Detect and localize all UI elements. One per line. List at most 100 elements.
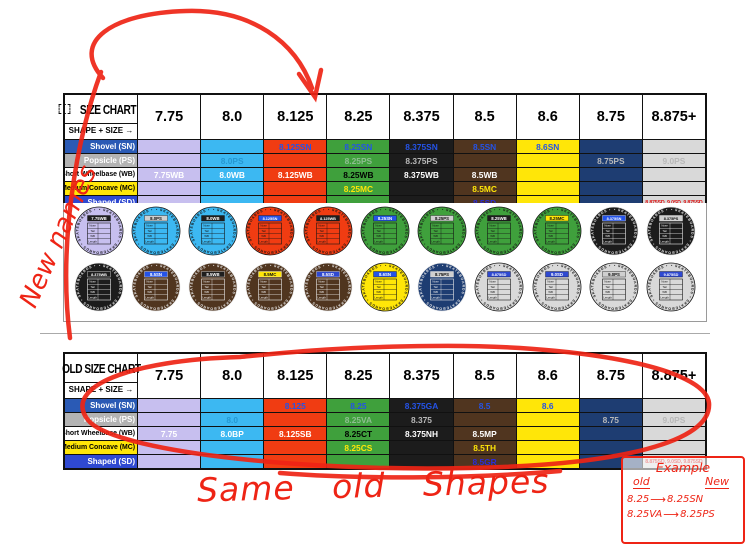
chart-title: OLD SIZE CHART [62,354,141,383]
size-cell [263,182,327,195]
size-cell: 8.125SN [263,140,327,153]
size-cell: 8.5WB [452,168,516,181]
shape-row-ps: Popsicle (PS) 8.0 8.25VA 8.375 8.75 9.0PS [65,412,705,426]
shape-size-label: SHAPE + SIZE → [68,126,134,135]
svg-text:WB: WB [319,290,324,294]
row-label: Short Wheelbase (WB) [65,427,138,440]
deck-badge-8.75PS: • SKATEBOARDS • SKATEBOARDS • SKATEBOARD… [417,262,467,312]
size-cell [641,182,705,195]
svg-text:WB: WB [548,234,553,238]
shape-row-sn: Shovel (SN) 8.125SN 8.25SN 8.375SN 8.5SN 8.6S… [65,139,705,153]
badge-row-2: • SKATEBOARDS • SKATEBOARDS • SKATEBOARD… [64,259,706,315]
badge-row-1: • SKATEBOARDS • SKATEBOARDS • SKATEBOARD… [64,203,706,259]
svg-text:WB: WB [605,290,610,294]
size-cell [389,441,453,454]
size-cell [641,441,705,454]
svg-text:Length: Length [260,295,269,299]
size-cell [515,427,579,440]
svg-text:WB: WB [319,234,324,238]
row-label: Medium Concave (MC) [65,441,138,454]
size-column-header: 8.6 [515,354,579,398]
svg-text:9.0SD: 9.0SD [551,272,563,277]
deck-badge-8.5WB: • SKATEBOARDS • SKATEBOARDS • SKATEBOARD… [188,262,238,312]
shape-row-wb: Short Wheelbase (WB) 7.75WB 8.0WB 8.125WB 8.… [65,167,705,181]
svg-text:8.875SD: 8.875SD [492,273,507,277]
size-cell: 8.125 [263,399,327,412]
row-label: Shovel (SN) [65,140,138,153]
board-icon [58,104,71,114]
svg-text:WB: WB [491,234,496,238]
size-cell [263,413,327,426]
size-column-header: 7.75 [154,368,184,384]
note-title: Example [655,460,711,475]
svg-text:Nose: Nose [604,280,611,284]
svg-text:Tail: Tail [491,229,496,233]
svg-text:Tail: Tail [376,229,381,233]
svg-text:Length: Length [546,295,555,299]
svg-text:9.875SD: 9.875SD [664,273,679,277]
svg-text:WB: WB [548,290,553,294]
size-cell: 8.25PS [326,154,390,167]
size-cell: 8.25CT [326,427,390,440]
svg-text:Length: Length [603,295,612,299]
svg-text:Tail: Tail [376,285,381,289]
svg-text:Tail: Tail [319,285,324,289]
size-cell [138,441,201,454]
shape-row-mc: Medium Concave (MC) 8.25CS 8.5TH [65,440,705,454]
svg-text:WB: WB [90,234,95,238]
size-cell [138,182,201,195]
deck-badge-8.375WB: • SKATEBOARDS • SKATEBOARDS • SKATEBOARD… [74,262,124,312]
svg-text:Length: Length [88,295,97,299]
size-cell: 9.0PS [641,413,705,426]
size-cell [138,154,201,167]
size-cell [200,455,264,468]
svg-text:WB: WB [376,234,381,238]
size-cell [515,168,579,181]
label-column: SIZE CHART SHAPE + SIZE → [58,95,138,139]
deck-badge-8.5MC: • SKATEBOARDS • SKATEBOARDS • SKATEBOARD… [245,262,295,312]
svg-text:WB: WB [147,290,152,294]
row-label: Shaped (SD) [65,455,138,468]
svg-text:WB: WB [434,234,439,238]
chart-title: SIZE CHART [58,95,137,124]
size-cell: 8.5MC [452,182,516,195]
svg-text:Nose: Nose [604,224,611,228]
size-cell [641,168,705,181]
size-cell [578,441,642,454]
svg-text:Length: Length [432,295,441,299]
note-old-name: 8.25VA [627,509,663,520]
row-label: Popsicle (PS) [65,413,138,426]
note-mapping-row: 8.25 ⟶ 8.25SN [627,493,739,506]
svg-text:8.25MC: 8.25MC [549,216,564,221]
size-cell: 8.125SB [263,427,327,440]
svg-text:9.0PS: 9.0PS [608,272,620,277]
size-cell [138,399,201,412]
note-old-name: 8.25 [627,493,650,505]
size-column-header: 8.125 [263,95,326,139]
svg-text:WB: WB [663,234,668,238]
size-cell: 8.6SN [515,140,579,153]
size-cell: 7.75 [138,427,201,440]
size-column-header: 8.375 [389,95,452,139]
deck-badge-8.25SN: • SKATEBOARDS • SKATEBOARDS • SKATEBOARD… [360,206,410,256]
size-cell [515,441,579,454]
deck-badge-8.125WB: • SKATEBOARDS • SKATEBOARDS • SKATEBOARD… [303,206,353,256]
svg-text:8.25PS: 8.25PS [435,216,449,221]
svg-text:8.6SN: 8.6SN [379,272,391,277]
size-column-header: 8.75 [578,354,642,398]
size-cell [578,182,642,195]
size-column-header: 8.0 [200,95,263,139]
arrow-glyph: ⟶ [663,508,680,521]
arrow-glyph: ⟶ [650,492,667,506]
svg-text:Length: Length [661,295,670,299]
size-cell [389,182,453,195]
size-column-header: 8.875+ [641,354,705,398]
svg-text:Tail: Tail [147,285,152,289]
deck-badge-9.0PS: • SKATEBOARDS • SKATEBOARDS • SKATEBOARD… [589,262,639,312]
svg-text:Length: Length [489,295,498,299]
svg-text:Length: Length [145,239,154,243]
size-cell: 8.375 [389,413,453,426]
deck-badge-8.875SD: • SKATEBOARDS • SKATEBOARDS • SKATEBOARD… [474,262,524,312]
svg-text:Nose: Nose [261,280,268,284]
svg-text:Nose: Nose [146,224,153,228]
